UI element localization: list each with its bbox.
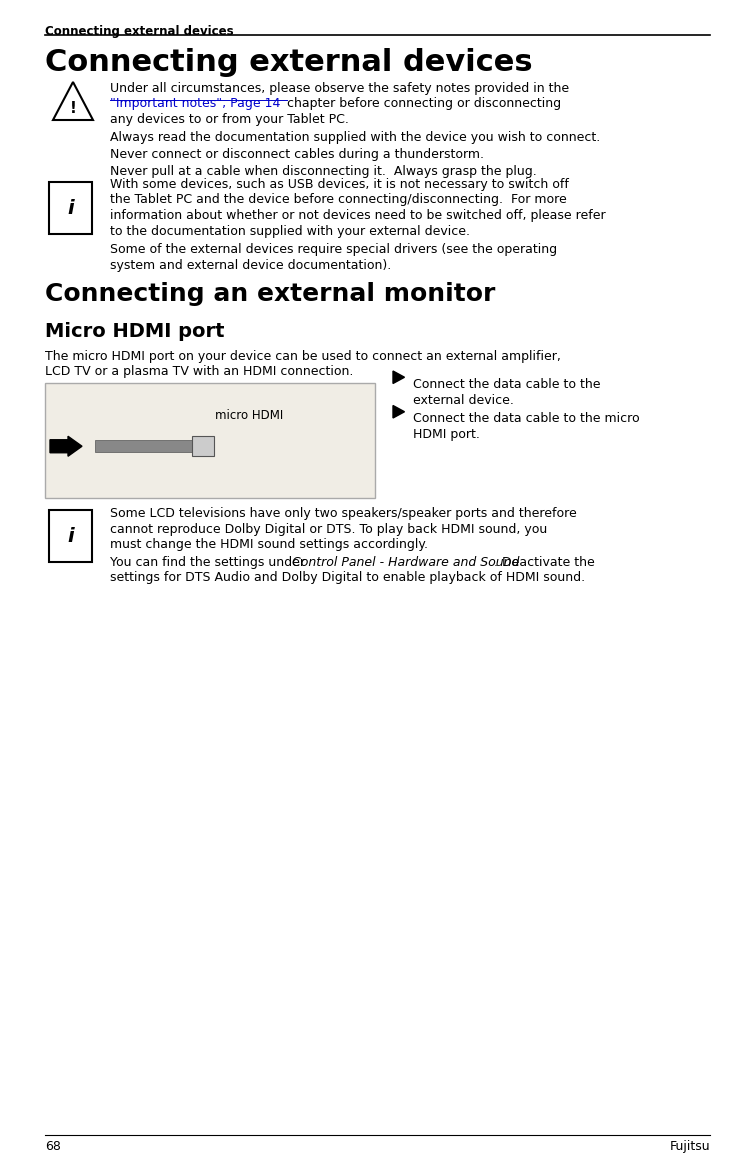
Text: cannot reproduce Dolby Digital or DTS. To play back HDMI sound, you: cannot reproduce Dolby Digital or DTS. T… (110, 522, 548, 536)
FancyBboxPatch shape (192, 436, 214, 456)
Text: Control Panel - Hardware and Sound: Control Panel - Hardware and Sound (292, 556, 519, 570)
Text: Micro HDMI port: Micro HDMI port (45, 322, 225, 341)
Text: Under all circumstances, please observe the safety notes provided in the: Under all circumstances, please observe … (110, 82, 569, 95)
Text: the Tablet PC and the device before connecting/disconnecting.  For more: the Tablet PC and the device before conn… (110, 194, 567, 206)
Text: must change the HDMI sound settings accordingly.: must change the HDMI sound settings acco… (110, 538, 428, 551)
Text: Connecting external devices: Connecting external devices (45, 26, 234, 38)
Text: Connect the data cable to the micro: Connect the data cable to the micro (413, 413, 640, 426)
Text: You can find the settings under: You can find the settings under (110, 556, 309, 570)
Text: external device.: external device. (413, 393, 514, 406)
Text: With some devices, such as USB devices, it is not necessary to switch off: With some devices, such as USB devices, … (110, 177, 569, 191)
Text: micro HDMI: micro HDMI (215, 408, 283, 422)
Text: system and external device documentation).: system and external device documentation… (110, 259, 391, 271)
Text: Connect the data cable to the: Connect the data cable to the (413, 378, 600, 391)
Text: Fujitsu: Fujitsu (669, 1140, 710, 1153)
Text: Connecting external devices: Connecting external devices (45, 48, 533, 77)
Text: chapter before connecting or disconnecting: chapter before connecting or disconnecti… (287, 97, 561, 110)
Text: !: ! (70, 101, 76, 116)
Text: Never connect or disconnect cables during a thunderstorm.: Never connect or disconnect cables durin… (110, 148, 484, 161)
Text: Connecting an external monitor: Connecting an external monitor (45, 282, 496, 306)
Text: HDMI port.: HDMI port. (413, 428, 480, 441)
Text: to the documentation supplied with your external device.: to the documentation supplied with your … (110, 225, 470, 238)
Text: Some LCD televisions have only two speakers/speaker ports and therefore: Some LCD televisions have only two speak… (110, 507, 577, 520)
Text: LCD TV or a plasma TV with an HDMI connection.: LCD TV or a plasma TV with an HDMI conne… (45, 365, 353, 378)
Polygon shape (393, 406, 404, 418)
Text: information about whether or not devices need to be switched off, please refer: information about whether or not devices… (110, 209, 605, 222)
FancyBboxPatch shape (95, 441, 195, 452)
Text: any devices to or from your Tablet PC.: any devices to or from your Tablet PC. (110, 113, 349, 126)
Text: i: i (68, 527, 73, 545)
Text: The micro HDMI port on your device can be used to connect an external amplifier,: The micro HDMI port on your device can b… (45, 350, 561, 363)
Text: "Important notes", Page 14: "Important notes", Page 14 (110, 97, 284, 110)
Text: 68: 68 (45, 1140, 61, 1153)
Text: settings for DTS Audio and Dolby Digital to enable playback of HDMI sound.: settings for DTS Audio and Dolby Digital… (110, 572, 585, 585)
Text: i: i (68, 198, 73, 218)
Polygon shape (393, 371, 404, 384)
FancyArrow shape (50, 436, 82, 456)
FancyBboxPatch shape (45, 383, 375, 498)
Text: . Deactivate the: . Deactivate the (494, 556, 595, 570)
Text: Some of the external devices require special drivers (see the operating: Some of the external devices require spe… (110, 242, 557, 256)
Text: Never pull at a cable when disconnecting it.  Always grasp the plug.: Never pull at a cable when disconnecting… (110, 165, 536, 177)
Text: Always read the documentation supplied with the device you wish to connect.: Always read the documentation supplied w… (110, 131, 600, 144)
